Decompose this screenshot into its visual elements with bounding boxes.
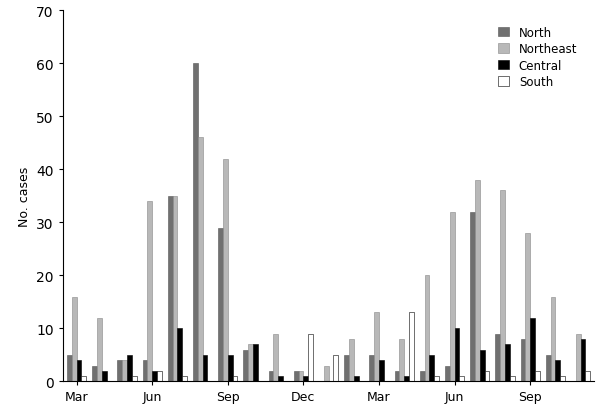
Bar xyxy=(173,196,178,382)
Bar xyxy=(379,360,384,382)
Bar xyxy=(334,355,338,382)
Bar xyxy=(560,376,565,382)
Bar xyxy=(193,64,198,382)
Bar xyxy=(395,371,400,382)
Bar xyxy=(475,180,480,382)
Bar xyxy=(505,344,510,382)
Bar xyxy=(480,350,485,382)
Bar xyxy=(581,339,586,382)
Bar xyxy=(157,371,162,382)
Bar xyxy=(535,371,540,382)
Bar xyxy=(152,371,157,382)
Bar xyxy=(253,344,258,382)
Bar xyxy=(223,159,228,382)
Bar xyxy=(168,196,173,382)
Bar xyxy=(102,371,107,382)
Bar xyxy=(349,339,354,382)
Bar xyxy=(278,376,283,382)
Bar xyxy=(344,355,349,382)
Bar xyxy=(470,212,475,382)
Bar xyxy=(143,360,148,382)
Bar xyxy=(455,328,460,382)
Bar xyxy=(400,339,404,382)
Bar xyxy=(404,376,409,382)
Bar xyxy=(122,360,127,382)
Bar xyxy=(460,376,464,382)
Bar xyxy=(521,339,526,382)
Bar xyxy=(510,376,515,382)
Bar xyxy=(500,191,505,382)
Bar xyxy=(576,334,581,382)
Bar xyxy=(127,355,132,382)
Bar xyxy=(244,350,248,382)
Bar xyxy=(530,318,535,382)
Bar xyxy=(354,376,359,382)
Bar xyxy=(118,360,122,382)
Bar xyxy=(182,376,187,382)
Bar xyxy=(248,344,253,382)
Bar xyxy=(178,328,182,382)
Bar xyxy=(324,366,329,382)
Bar xyxy=(425,276,430,382)
Bar xyxy=(420,371,425,382)
Bar xyxy=(132,376,137,382)
Bar xyxy=(82,376,86,382)
Bar xyxy=(551,297,556,382)
Bar xyxy=(294,371,299,382)
Bar xyxy=(434,376,439,382)
Bar xyxy=(92,366,97,382)
Bar xyxy=(485,371,490,382)
Bar xyxy=(233,376,238,382)
Bar xyxy=(308,334,313,382)
Y-axis label: No. cases: No. cases xyxy=(17,166,31,226)
Bar xyxy=(72,297,77,382)
Bar xyxy=(269,371,274,382)
Bar xyxy=(445,366,450,382)
Bar xyxy=(430,355,434,382)
Bar xyxy=(228,355,233,382)
Bar xyxy=(198,138,203,382)
Bar xyxy=(450,212,455,382)
Bar xyxy=(148,202,152,382)
Bar xyxy=(67,355,72,382)
Bar xyxy=(274,334,278,382)
Bar xyxy=(409,313,414,382)
Bar xyxy=(370,355,374,382)
Bar xyxy=(203,355,208,382)
Bar xyxy=(77,360,82,382)
Bar xyxy=(299,371,304,382)
Bar xyxy=(218,228,223,382)
Bar xyxy=(374,313,379,382)
Bar xyxy=(304,376,308,382)
Bar xyxy=(556,360,560,382)
Bar xyxy=(546,355,551,382)
Legend: North, Northeast, Central, South: North, Northeast, Central, South xyxy=(491,20,583,95)
Bar xyxy=(586,371,590,382)
Bar xyxy=(526,233,530,382)
Bar xyxy=(97,318,102,382)
Bar xyxy=(496,334,500,382)
